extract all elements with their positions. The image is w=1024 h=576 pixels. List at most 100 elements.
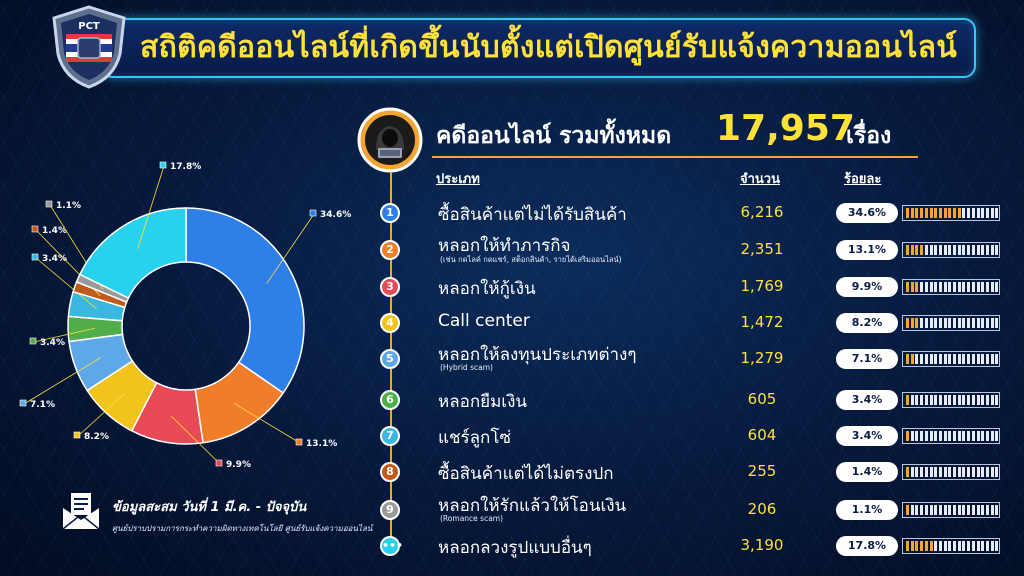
row-percent-bar (902, 315, 1000, 331)
bar-segment (915, 505, 919, 515)
row-sublabel: (Hybrid scam) (440, 363, 493, 372)
column-header-type: ประเภท (436, 172, 480, 187)
bar-segment (976, 395, 980, 405)
bar-segment (962, 282, 966, 292)
bar-segment (938, 354, 942, 364)
header-bar (100, 18, 976, 78)
bar-segment (962, 245, 966, 255)
bar-segment (910, 208, 914, 218)
mail-document-icon (62, 493, 100, 530)
bar-segment (906, 318, 909, 328)
bar-segment (934, 354, 938, 364)
bar-segment (934, 282, 938, 292)
bar-segment (957, 467, 961, 477)
bar-segment (962, 208, 966, 218)
bar-segment (920, 354, 924, 364)
bar-segment (943, 431, 947, 441)
row-percent: 3.4% (836, 390, 898, 410)
donut-slice (78, 207, 187, 300)
data-label: 9.9% (226, 460, 251, 470)
bar-segment (910, 354, 914, 364)
bar-segment (929, 354, 933, 364)
hacker-icon (357, 107, 423, 173)
bar-segment (967, 282, 971, 292)
bar-segment (920, 245, 924, 255)
data-label: 8.2% (84, 432, 109, 442)
bar-segment (971, 245, 975, 255)
bar-segment (957, 505, 961, 515)
row-number-badge: 5 (380, 349, 400, 369)
bar-segment (967, 467, 971, 477)
bar-segment (985, 541, 989, 551)
bar-segment (981, 541, 985, 551)
footer-subtitle: ศูนย์ปราบปรามการกระทำความผิดทางเทคโนโลยี… (112, 524, 373, 533)
donut-chart: 34.6% 13.1% 9.9% 8.2% 7.1% 3.4% 3.4% 1.4% 1.1% 17… (19, 161, 351, 470)
leader-line (137, 165, 165, 249)
legend-swatch (295, 438, 303, 446)
table-row: 3 หลอกให้กู้เงิน 1,769 9.9% (372, 269, 1012, 305)
bar-segment (910, 541, 914, 551)
footer-title: ข้อมูลสะสม วันที่ 1 มี.ค. - ปัจจุบัน (112, 500, 307, 515)
bar-segment (990, 505, 994, 515)
row-percent: 3.4% (836, 426, 898, 446)
bar-segment (920, 282, 924, 292)
bar-segment (995, 282, 999, 292)
bar-segment (985, 354, 989, 364)
bar-segment (990, 282, 994, 292)
bar-segment (906, 541, 909, 551)
legend-swatch (309, 209, 317, 217)
bar-segment (971, 395, 975, 405)
bar-segment (915, 431, 919, 441)
total-unit: เรื่อง (846, 123, 892, 149)
bar-segment (929, 467, 933, 477)
bar-segment (948, 467, 952, 477)
bar-segment (953, 467, 956, 477)
bar-segment (915, 354, 919, 364)
bar-segment (971, 541, 975, 551)
bar-segment (995, 208, 999, 218)
row-number-badge: 2 (380, 240, 400, 260)
bar-segment (957, 208, 961, 218)
row-number-badge: 7 (380, 426, 400, 446)
row-count: 3,190 (740, 536, 784, 554)
row-count: 2,351 (740, 240, 784, 258)
row-label: หลอกให้รักแล้วให้โอนเงิน (438, 496, 627, 516)
bar-segment (953, 282, 956, 292)
bar-segment (995, 318, 999, 328)
bar-segment (981, 431, 985, 441)
bar-segment (962, 318, 966, 328)
bar-segment (929, 245, 933, 255)
data-label: 17.8% (170, 162, 201, 172)
bar-segment (985, 395, 989, 405)
bar-segment (995, 354, 999, 364)
bar-segment (924, 245, 928, 255)
bar-segment (924, 318, 928, 328)
column-header-percent: ร้อยละ (844, 172, 882, 187)
divider-line (432, 156, 918, 158)
bar-segment (938, 395, 942, 405)
bar-segment (971, 282, 975, 292)
bar-segment (948, 282, 952, 292)
bar-segment (971, 431, 975, 441)
bar-segment (920, 431, 924, 441)
bar-segment (962, 467, 966, 477)
table-row: ••• หลอกลวงรูปแบบอื่นๆ 3,190 17.8% (372, 528, 1012, 564)
bar-segment (924, 395, 928, 405)
bar-segment (967, 395, 971, 405)
bar-segment (957, 541, 961, 551)
bar-segment (985, 431, 989, 441)
row-label: แชร์ลูกโซ่ (438, 428, 512, 448)
row-percent: 1.1% (836, 500, 898, 520)
leader-line (233, 402, 301, 444)
bar-segment (995, 395, 999, 405)
bar-segment (934, 395, 938, 405)
bar-segment (929, 505, 933, 515)
bar-segment (915, 282, 919, 292)
total-label: คดีออนไลน์ รวมทั้งหมด (436, 123, 672, 149)
row-percent-bar (902, 464, 1000, 480)
bar-segment (953, 354, 956, 364)
bar-segment (906, 505, 909, 515)
row-label: หลอกให้กู้เงิน (438, 279, 536, 299)
table-row: 8 ซื้อสินค้าแต่ได้ไม่ตรงปก 255 1.4% (372, 454, 1012, 490)
bar-segment (995, 245, 999, 255)
